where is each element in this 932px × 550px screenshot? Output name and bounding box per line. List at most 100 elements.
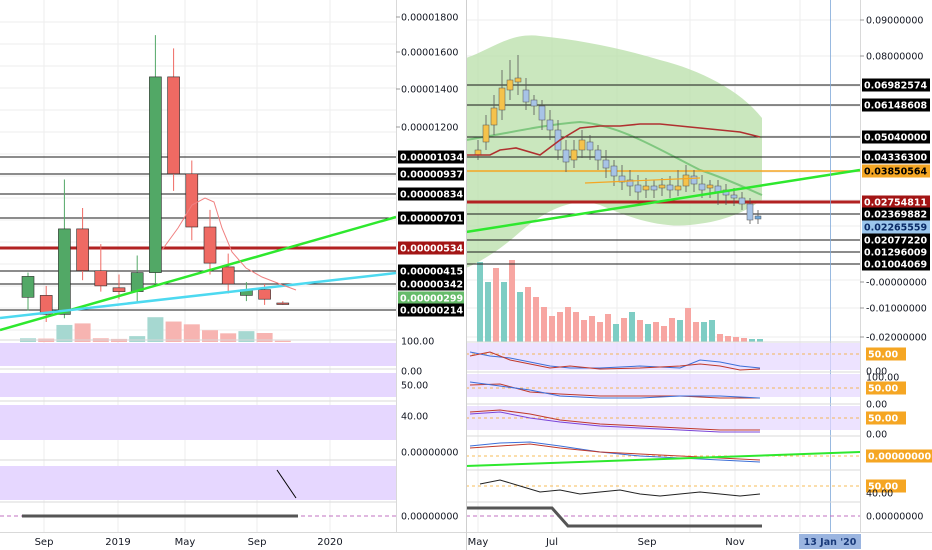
left-panel-band-2 <box>0 405 396 440</box>
right-candle-body <box>514 77 522 83</box>
right-candle-body <box>490 107 498 126</box>
right-volume-bars <box>477 260 763 342</box>
right-volume-bar <box>733 337 739 342</box>
left-cyan-trendline <box>0 271 397 320</box>
left-axis-label: 0.00001200 <box>401 123 458 134</box>
left-candle-body <box>276 302 290 305</box>
left-candle-body <box>76 228 89 271</box>
right-candle-body <box>522 89 530 103</box>
right-pane <box>465 0 861 550</box>
left-candle-body <box>112 287 126 292</box>
right-candle-body <box>578 139 586 151</box>
right-axis-badge <box>862 245 930 259</box>
left-axis-badge <box>398 303 464 317</box>
left-volume-bar <box>147 317 164 342</box>
right-candle-body <box>674 185 682 191</box>
left-time-label: 2020 <box>317 537 342 548</box>
right-mfi-purple <box>469 411 760 433</box>
right-panel-badge-label: 50.00 <box>868 414 898 425</box>
left-panel-label: 0.00000000 <box>401 512 458 523</box>
right-volume-bar <box>677 320 683 342</box>
left-panel-label: 40.00 <box>401 412 428 423</box>
left-axis-badge-label: 0.00000299 <box>400 294 463 305</box>
right-green-trendline <box>465 168 861 234</box>
left-panel-band-3 <box>0 466 396 500</box>
right-axis-badge-label: 0.03850564 <box>864 167 927 178</box>
right-level-lines <box>466 84 860 265</box>
left-panel-line <box>276 469 297 499</box>
left-volume-bar <box>238 331 255 342</box>
left-candles <box>21 35 290 322</box>
right-volume-bar <box>525 287 531 342</box>
right-volume-bar <box>477 262 483 342</box>
right-candle-body <box>538 105 546 121</box>
right-axis-badge <box>862 195 930 209</box>
right-axis-badge-label: 0.02369882 <box>864 210 927 221</box>
right-axis-badge <box>862 220 930 234</box>
right-volume-bar <box>589 316 595 342</box>
right-volume-bar <box>701 322 707 342</box>
left-axis-badge <box>398 291 464 305</box>
right-bbw-line <box>479 479 761 497</box>
right-volume-bar <box>741 338 747 342</box>
left-candle-body <box>58 228 71 315</box>
right-panel-badge <box>866 411 906 425</box>
right-axis-labels: 0.09000000 0.08000000 -0.00000000 -0.010000… <box>860 16 932 523</box>
right-overlays <box>465 0 861 532</box>
right-panel-thick-line <box>466 506 762 528</box>
right-candle-body <box>642 185 650 191</box>
left-axis-badge <box>398 264 464 278</box>
right-candle-body <box>618 175 626 183</box>
right-volume-bar <box>549 316 555 342</box>
right-panel-label: 100.00 <box>866 373 899 384</box>
right-time-label: Jul <box>545 537 558 548</box>
left-price-axis[interactable]: 0.00001800 0.00001600 0.00001400 0.00001200… <box>396 0 466 532</box>
right-bollinger-band <box>465 35 763 268</box>
right-price-axis[interactable]: 0.09000000 0.08000000 -0.00000000 -0.010000… <box>860 0 932 532</box>
left-panel-label: 100.00 <box>401 337 434 348</box>
left-axis-badge-label: 0.00000214 <box>400 306 463 317</box>
right-candle-body <box>610 165 618 177</box>
right-candle-body <box>690 175 698 185</box>
right-axis-label: 0.08000000 <box>866 52 923 63</box>
right-candle-body <box>738 197 746 205</box>
right-axis-badge-label: 0.06148608 <box>864 101 927 112</box>
right-candle-body <box>570 149 578 161</box>
right-axis-label: 0.09000000 <box>866 16 923 27</box>
left-axis-badge-label: 0.00000534 <box>400 244 463 255</box>
right-candle-body <box>530 99 538 107</box>
right-axis-badge <box>862 98 930 112</box>
right-time-label: Sep <box>638 537 657 548</box>
right-axis-badge-label: 0.06982574 <box>864 81 927 92</box>
right-panel-badge <box>866 381 906 395</box>
right-candle-body <box>746 203 754 221</box>
right-panel-badge-label: 50.00 <box>868 482 898 493</box>
right-red-line <box>466 123 761 156</box>
left-axis-label: 0.00001400 <box>401 85 458 96</box>
right-candle-body <box>626 179 634 187</box>
right-axis-badge <box>862 257 930 271</box>
right-volume-bar <box>509 260 515 342</box>
right-volume-bar <box>573 312 579 342</box>
right-panel-label: 0.00 <box>866 367 887 378</box>
right-volume-bar <box>637 320 643 342</box>
right-volume-bar <box>517 292 523 342</box>
left-volume-bar <box>274 340 291 342</box>
right-stoch-blue <box>469 351 761 369</box>
left-volume-bar <box>220 333 237 342</box>
right-volume-bar <box>605 314 611 342</box>
right-axis-badge <box>862 150 930 164</box>
right-bb-fill <box>466 35 762 268</box>
right-candle-body <box>546 119 554 131</box>
right-candle-body <box>754 215 762 220</box>
right-volume-bar <box>749 339 755 342</box>
right-candle-body <box>634 184 642 193</box>
right-candle-body <box>562 149 570 163</box>
right-bb-mid <box>465 120 763 196</box>
left-indicator-panels <box>0 339 396 518</box>
right-panel-badge-label: 50.00 <box>868 384 898 395</box>
left-volume-bar <box>56 324 73 342</box>
date-badge <box>799 534 861 549</box>
left-pane <box>0 0 397 550</box>
